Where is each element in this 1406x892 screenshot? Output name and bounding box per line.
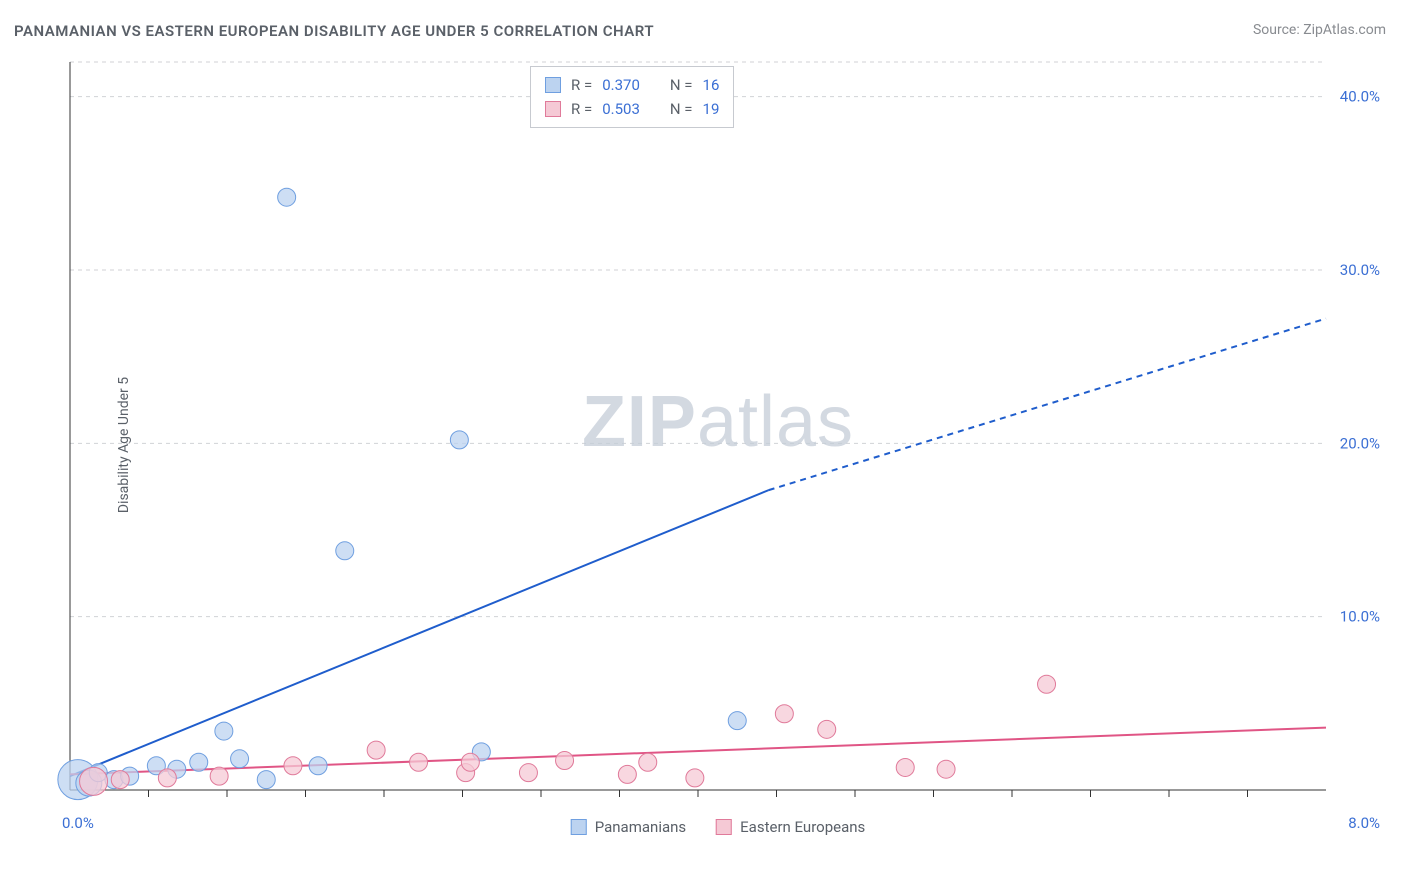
legend-correlation: R = 0.370 N = 16 R = 0.503 N = 19 — [530, 66, 734, 128]
legend-series-label: Eastern Europeans — [740, 818, 865, 836]
y-axis-label: Disability Age Under 5 — [116, 377, 132, 513]
svg-text:10.0%: 10.0% — [1340, 608, 1380, 626]
legend-n-label: N = — [670, 97, 693, 121]
legend-swatch — [716, 819, 732, 835]
legend-series: Panamanians Eastern Europeans — [571, 818, 866, 836]
legend-series-label: Panamanians — [595, 818, 686, 836]
legend-r-label: R = — [571, 97, 592, 121]
chart-title: PANAMANIAN VS EASTERN EUROPEAN DISABILIT… — [14, 22, 654, 40]
source-label: Source: ZipAtlas.com — [1253, 22, 1386, 38]
legend-series-item: Eastern Europeans — [716, 818, 865, 836]
chart-svg: 10.0% 20.0% 30.0% 40.0% 0.0% 8.0% — [50, 60, 1386, 830]
legend-swatch — [545, 101, 561, 117]
legend-series-item: Panamanians — [571, 818, 686, 836]
legend-correlation-row: R = 0.503 N = 19 — [545, 97, 719, 121]
plot-area: Disability Age Under 5 ZIPatlas 10.0%20.… — [50, 60, 1386, 830]
legend-r-value: 0.370 — [602, 73, 640, 97]
legend-r-value: 0.503 — [602, 97, 640, 121]
legend-n-label: N = — [670, 73, 693, 97]
legend-correlation-row: R = 0.370 N = 16 — [545, 73, 719, 97]
svg-text:20.0%: 20.0% — [1340, 434, 1380, 452]
legend-r-label: R = — [571, 73, 592, 97]
legend-n-value: 16 — [703, 73, 720, 97]
svg-text:30.0%: 30.0% — [1340, 261, 1380, 279]
legend-swatch — [571, 819, 587, 835]
legend-n-value: 19 — [703, 97, 720, 121]
svg-text:8.0%: 8.0% — [1348, 814, 1380, 830]
legend-swatch — [545, 77, 561, 93]
svg-text:0.0%: 0.0% — [62, 814, 94, 830]
svg-text:40.0%: 40.0% — [1340, 88, 1380, 106]
